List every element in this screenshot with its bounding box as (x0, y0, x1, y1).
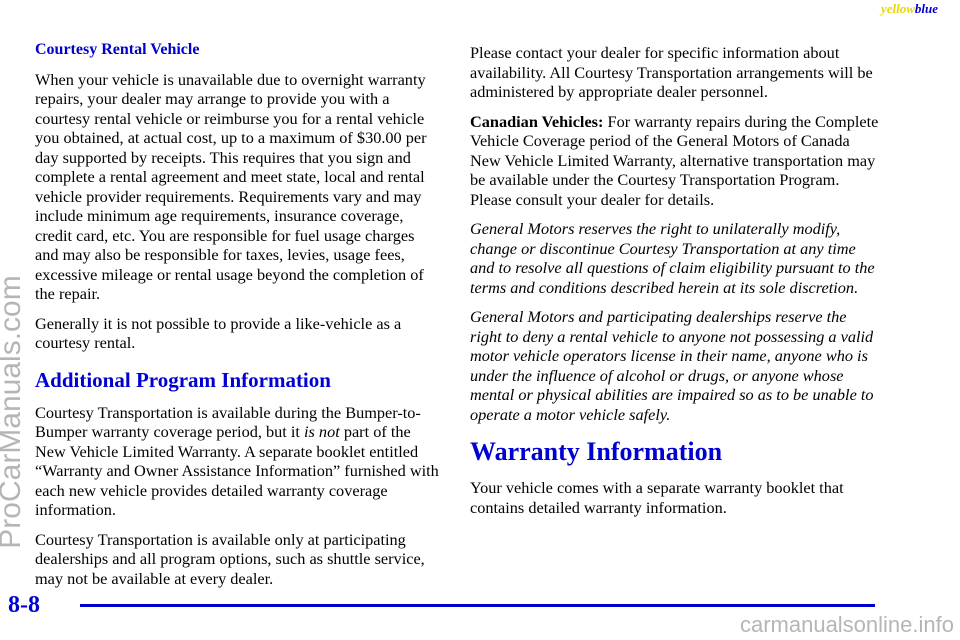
paragraph: Canadian Vehicles: For warranty repairs … (470, 112, 880, 210)
watermark-bottom: carmanualsonline.info (739, 612, 954, 637)
paragraph: Courtesy Transportation is available onl… (35, 529, 425, 588)
text: part of the New Vehicle Limited Warranty… (35, 422, 439, 519)
italic-text: is not (304, 422, 340, 441)
marker-yellow: yellow (880, 1, 915, 16)
heading: Warranty Information (470, 437, 723, 466)
paragraph: Your vehicle comes with a separate warra… (470, 478, 844, 517)
paragraph: Please contact your dealer for specific … (470, 43, 873, 101)
italic-text: General Motors reserves the right to uni… (470, 219, 875, 297)
footer-rule (80, 604, 875, 607)
section-title: Courtesy Rental Vehicle (35, 41, 200, 58)
right-column: Please contact your dealer for specific … (470, 43, 880, 527)
italic-paragraph: General Motors and participating dealers… (470, 307, 880, 424)
italic-paragraph: General Motors reserves the right to uni… (470, 219, 880, 297)
left-column: Courtesy Rental Vehicle When your vehicl… (35, 40, 440, 598)
text: Courtesy Transportation is available dur… (35, 402, 421, 442)
paragraph: When your vehicle is unavailable due to … (35, 69, 427, 304)
marker-blue: blue (914, 1, 938, 16)
italic-text: General Motors and participating dealers… (470, 307, 874, 424)
watermark-side: ProCarManuals.com (0, 275, 27, 549)
page-number: 8-8 (8, 592, 40, 618)
color-marker: yellowblue (881, 1, 938, 17)
paragraph: Generally it is not possible to provide … (35, 313, 402, 353)
heading: Additional Program Information (35, 367, 331, 392)
text: For warranty repairs during the Complete… (470, 111, 879, 209)
paragraph: Courtesy Transportation is available dur… (35, 403, 440, 520)
lead: Canadian Vehicles: (470, 111, 604, 131)
